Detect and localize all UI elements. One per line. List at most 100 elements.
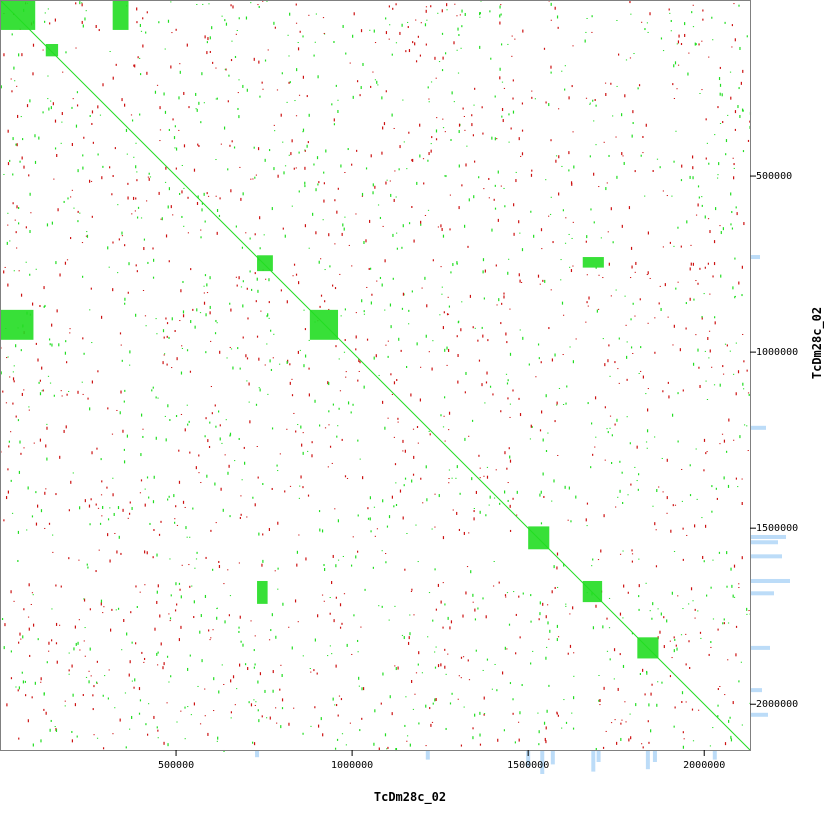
reverse-match-dot <box>627 591 629 594</box>
reverse-match-dot <box>230 189 232 193</box>
reverse-match-dot <box>642 135 644 138</box>
forward-match-dot <box>29 273 31 276</box>
forward-match-dot <box>652 505 654 507</box>
reverse-match-dot <box>531 90 533 92</box>
reverse-match-dot <box>621 224 623 228</box>
reverse-match-dot <box>356 80 359 83</box>
reverse-match-dot <box>501 108 504 112</box>
forward-match-dot <box>741 108 744 112</box>
reverse-match-dot <box>142 17 144 20</box>
forward-match-dot <box>370 530 372 533</box>
forward-match-dot <box>391 113 393 117</box>
reverse-match-dot <box>694 524 696 528</box>
forward-match-dot <box>426 498 428 502</box>
forward-match-dot <box>168 128 170 131</box>
reverse-match-dot <box>218 560 220 563</box>
forward-match-dot <box>648 703 650 707</box>
reverse-match-dot <box>89 608 91 611</box>
reverse-match-dot <box>219 350 221 354</box>
reverse-match-dot <box>649 277 651 279</box>
reverse-match-dot <box>360 626 362 628</box>
reverse-match-dot <box>672 504 674 507</box>
forward-match-dot <box>415 524 417 526</box>
reverse-match-dot <box>727 659 729 661</box>
reverse-match-dot <box>685 701 687 703</box>
forward-match-dot <box>553 565 555 569</box>
forward-match-dot <box>214 332 217 335</box>
forward-match-dot <box>189 536 191 538</box>
forward-match-dot <box>595 144 597 146</box>
reverse-match-dot <box>324 300 326 303</box>
forward-match-dot <box>550 71 552 74</box>
forward-match-dot <box>737 105 739 109</box>
reverse-match-dot <box>275 707 277 709</box>
reverse-match-dot <box>689 666 691 669</box>
forward-match-dot <box>143 238 146 241</box>
reverse-match-dot <box>734 128 737 131</box>
reverse-match-dot <box>410 590 413 592</box>
reverse-match-dot <box>655 529 657 531</box>
reverse-match-dot <box>443 311 445 314</box>
forward-match-dot <box>50 100 52 102</box>
reverse-match-dot <box>238 663 241 667</box>
reverse-match-dot <box>712 275 714 278</box>
forward-match-dot <box>686 220 688 224</box>
forward-match-dot <box>508 258 510 260</box>
y-axis-label: TcDm28c_02 <box>810 307 825 379</box>
forward-match-dot <box>44 304 46 307</box>
reverse-match-dot <box>440 224 442 228</box>
forward-match-dot <box>382 672 384 676</box>
reverse-match-dot <box>109 166 111 169</box>
reverse-match-dot <box>488 177 490 180</box>
reverse-match-dot <box>306 95 308 98</box>
forward-match-dot <box>468 198 470 202</box>
forward-match-dot <box>282 602 284 606</box>
reverse-match-dot <box>107 407 109 410</box>
forward-match-dot <box>14 80 16 82</box>
forward-match-dot <box>211 26 213 30</box>
reverse-match-dot <box>318 181 320 184</box>
forward-match-dot <box>147 261 149 264</box>
forward-match-dot <box>11 512 14 514</box>
reverse-match-dot <box>408 131 410 134</box>
reverse-match-dot <box>122 508 124 512</box>
forward-match-dot <box>167 498 169 501</box>
forward-match-dot <box>595 104 597 107</box>
reverse-match-dot <box>699 384 701 388</box>
reverse-match-dot <box>143 661 145 663</box>
reverse-match-dot <box>698 43 700 46</box>
reverse-match-dot <box>323 600 325 602</box>
forward-match-dot <box>139 57 141 59</box>
forward-match-dot <box>227 168 229 171</box>
reverse-match-dot <box>168 613 170 615</box>
reverse-match-dot <box>496 304 498 306</box>
reverse-match-dot <box>458 675 460 677</box>
forward-match-dot <box>494 95 496 98</box>
reverse-match-dot <box>603 514 605 518</box>
reverse-match-dot <box>4 623 6 627</box>
forward-match-dot <box>685 302 687 305</box>
forward-match-dot <box>373 742 375 746</box>
forward-match-dot <box>681 500 684 502</box>
reverse-match-dot <box>311 441 313 444</box>
forward-match-dot <box>277 470 279 472</box>
reverse-match-dot <box>395 3 397 6</box>
reverse-match-dot <box>512 389 514 392</box>
reverse-match-dot <box>60 585 62 588</box>
forward-match-dot <box>384 733 387 737</box>
reverse-match-dot <box>636 445 638 449</box>
reverse-match-dot <box>737 370 740 374</box>
reverse-match-dot <box>558 192 560 196</box>
reverse-match-dot <box>91 122 93 125</box>
forward-match-dot <box>246 88 248 92</box>
forward-match-dot <box>364 588 366 591</box>
reverse-match-dot <box>690 244 692 246</box>
forward-match-dot <box>741 724 743 726</box>
forward-match-dot <box>249 237 251 240</box>
reverse-match-dot <box>673 97 676 99</box>
forward-match-dot <box>152 276 155 279</box>
reverse-match-dot <box>18 270 20 272</box>
reverse-match-dot <box>608 262 610 266</box>
forward-match-dot <box>358 685 360 687</box>
reverse-match-dot <box>500 410 502 413</box>
